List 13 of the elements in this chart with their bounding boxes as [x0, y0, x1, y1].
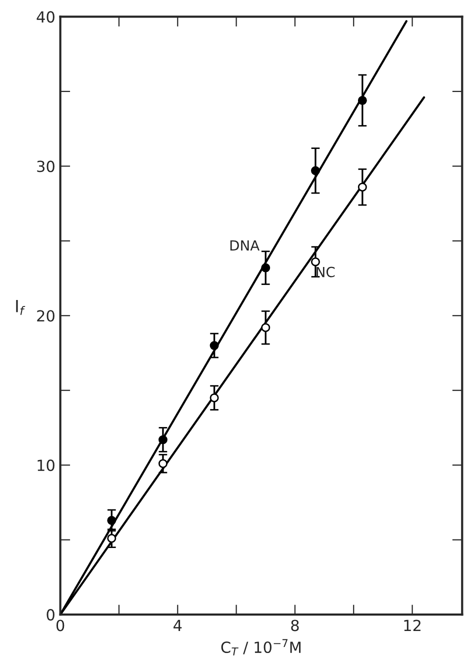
x-tick-label: 8 — [291, 620, 299, 632]
y-axis-title: I$_{f}$ — [16, 300, 26, 315]
x-tick-label: 0 — [56, 620, 64, 632]
x-axis-title: C$_{T}$ / 10$^{−7}$M — [221, 639, 301, 656]
y-tick-label: 20 — [37, 310, 54, 322]
y-tick-label: 40 — [36, 11, 54, 23]
x-tick-label: 4 — [174, 620, 182, 632]
series-label: NC — [316, 266, 335, 278]
x-tick-label: 12 — [404, 620, 420, 632]
series-label: DNA — [230, 240, 260, 250]
y-tick-label: 10 — [38, 460, 54, 472]
y-tick-label: 30 — [37, 160, 54, 172]
y-tick-label: 0 — [46, 609, 54, 621]
